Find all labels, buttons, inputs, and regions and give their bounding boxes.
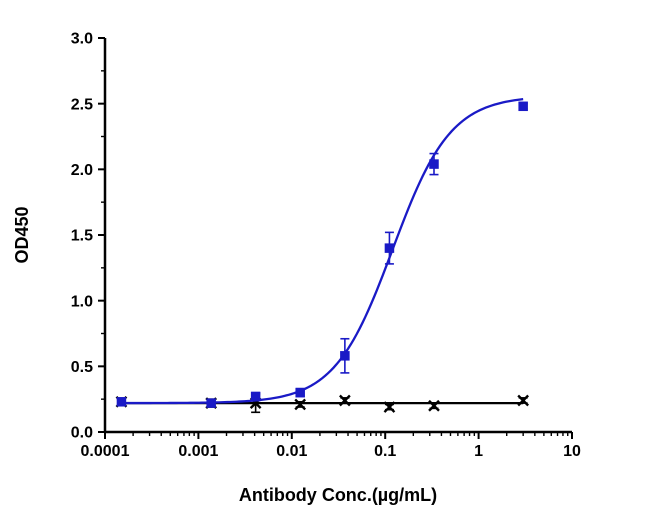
series-0-square-marker <box>429 159 439 169</box>
y-tick-label: 0.5 <box>71 359 93 376</box>
y-tick-label: 1.5 <box>71 228 93 245</box>
y-tick-label: 2.5 <box>71 96 93 113</box>
series-0-square-marker <box>340 351 350 361</box>
series-0-square-marker <box>384 243 395 253</box>
x-tick-label: 0.1 <box>374 443 396 460</box>
series-1-x-marker <box>517 394 530 407</box>
y-tick-label: 1.0 <box>71 293 93 310</box>
y-tick-label: 0.0 <box>71 425 93 442</box>
x-tick-label: 10 <box>563 443 581 460</box>
series-0-square-marker <box>518 101 528 112</box>
x-tick-label: 0.001 <box>178 443 218 460</box>
x-tick-label: 0.01 <box>276 443 307 460</box>
plot-area: 0.0001 0.001 0.01 0.1 1 10 0.0 0.5 1.0 1.5 2.0 2.5 3… <box>71 31 581 460</box>
series-0-fit-curve <box>121 97 524 405</box>
series-1-x-marker <box>294 398 307 411</box>
series-1-x-marker <box>339 394 351 407</box>
series-0-square-marker <box>295 387 305 398</box>
series-0-square-marker <box>116 397 127 407</box>
y-tick-label: 2.0 <box>71 162 93 179</box>
series-1-x-marker <box>383 401 396 413</box>
series-0-square-marker <box>206 398 216 408</box>
x-tick-label: 0.0001 <box>81 443 130 460</box>
x-tick-label: 1 <box>474 443 483 460</box>
x-axis-title: Antibody Conc.(µg/mL) <box>239 485 437 505</box>
series-1-x-marker <box>428 399 440 412</box>
y-tick-label: 3.0 <box>71 31 93 48</box>
series-0-square-marker <box>250 391 261 402</box>
y-axis-title: OD450 <box>12 206 32 263</box>
